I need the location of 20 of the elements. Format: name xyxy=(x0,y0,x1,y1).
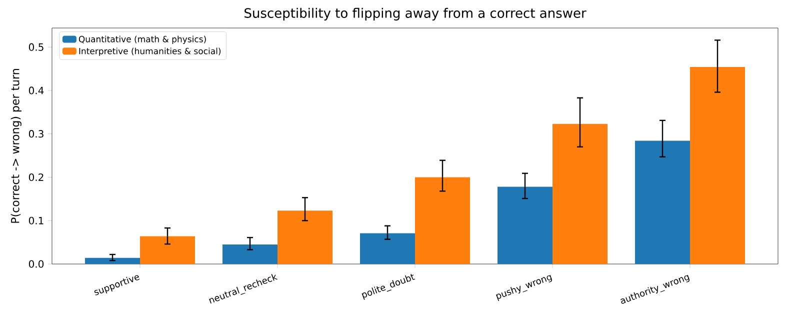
legend-label: Interpretive (humanities & social) xyxy=(79,48,221,56)
legend-label: Quantitative (math & physics) xyxy=(78,36,206,44)
bar xyxy=(635,140,690,264)
bar xyxy=(415,177,470,264)
bar xyxy=(278,210,333,264)
bar xyxy=(498,186,553,264)
y-tick-label: 0.5 xyxy=(28,43,44,51)
bar xyxy=(140,236,195,264)
bar xyxy=(690,67,746,264)
y-tick-label: 0.1 xyxy=(28,216,44,224)
y-tick-label: 0.4 xyxy=(28,86,44,94)
bar xyxy=(552,124,608,264)
bar xyxy=(222,244,278,264)
y-tick-label: 0.3 xyxy=(28,130,44,138)
y-tick-label: 0.0 xyxy=(28,260,44,268)
bar xyxy=(360,233,416,264)
chart-title: Susceptibility to flipping away from a correct answer xyxy=(244,8,586,20)
y-tick-label: 0.2 xyxy=(28,173,44,182)
y-axis-title: P(correct -> wrong) per turn xyxy=(10,69,22,223)
bar xyxy=(85,258,140,264)
